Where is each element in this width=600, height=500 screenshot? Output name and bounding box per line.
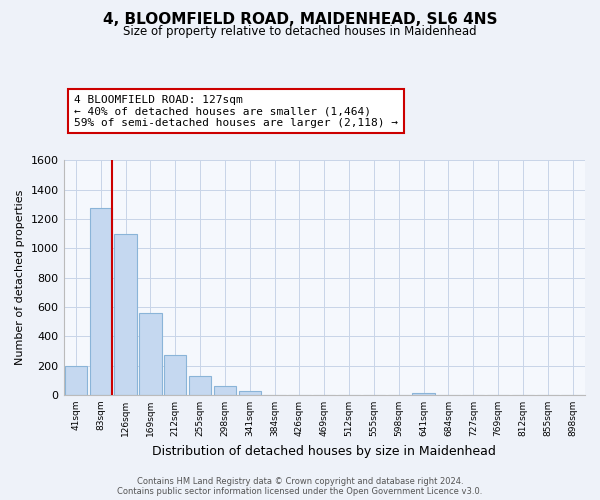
Bar [239, 391, 261, 395]
Bar [139, 313, 161, 395]
Bar [164, 354, 187, 395]
Bar [89, 208, 112, 395]
Y-axis label: Number of detached properties: Number of detached properties [15, 190, 25, 366]
Bar [65, 366, 87, 395]
X-axis label: Distribution of detached houses by size in Maidenhead: Distribution of detached houses by size … [152, 444, 496, 458]
Text: 4, BLOOMFIELD ROAD, MAIDENHEAD, SL6 4NS: 4, BLOOMFIELD ROAD, MAIDENHEAD, SL6 4NS [103, 12, 497, 28]
Bar [214, 386, 236, 395]
Text: 4 BLOOMFIELD ROAD: 127sqm
← 40% of detached houses are smaller (1,464)
59% of se: 4 BLOOMFIELD ROAD: 127sqm ← 40% of detac… [74, 94, 398, 128]
Bar [189, 376, 211, 395]
Text: Contains HM Land Registry data © Crown copyright and database right 2024.
Contai: Contains HM Land Registry data © Crown c… [118, 476, 482, 496]
Bar [115, 234, 137, 395]
Text: Size of property relative to detached houses in Maidenhead: Size of property relative to detached ho… [123, 25, 477, 38]
Bar [412, 392, 435, 395]
